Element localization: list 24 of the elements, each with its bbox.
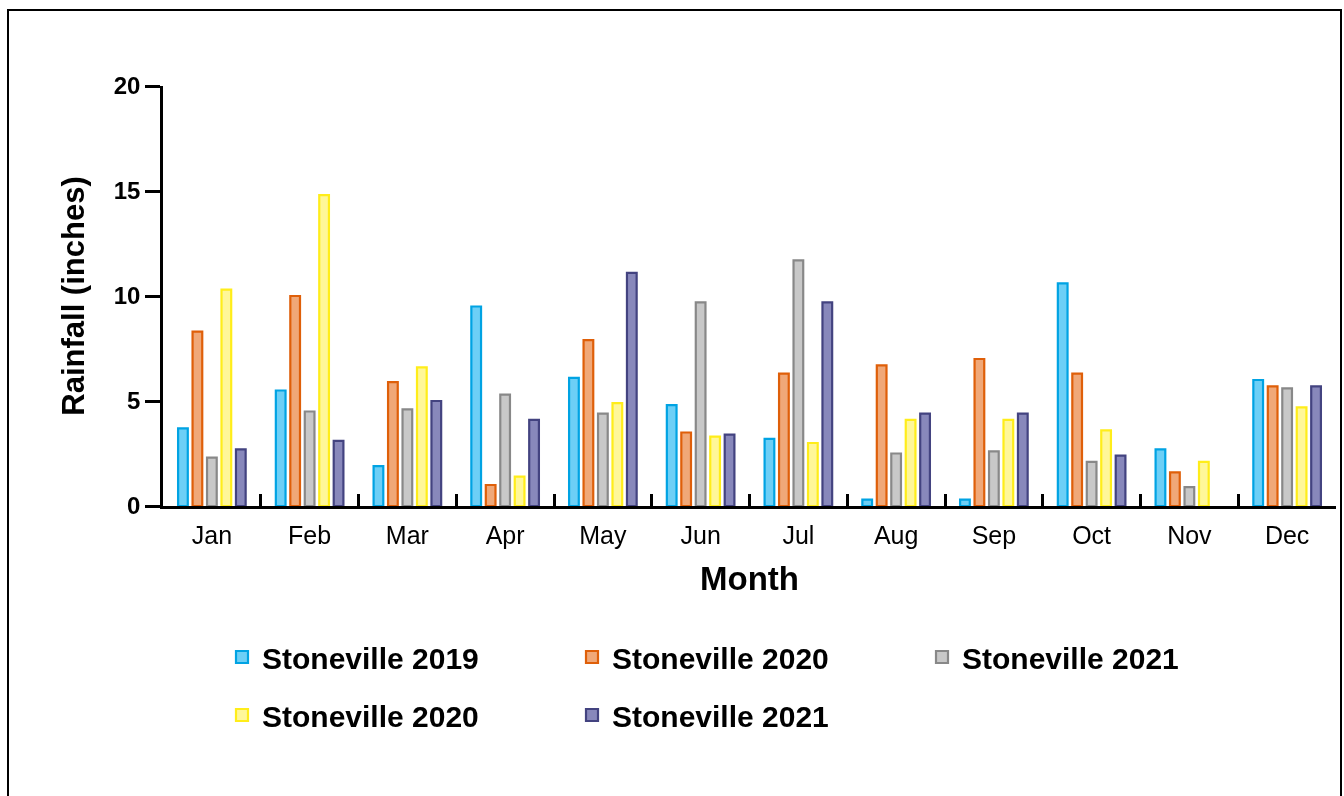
legend-label: Stoneville 2020 (262, 699, 479, 733)
legend-label: Stoneville 2021 (612, 699, 829, 733)
y-tick-label: 15 (113, 177, 141, 205)
y-axis-title: Rainfall (inches) (56, 176, 92, 416)
x-tick-label: Oct (1072, 520, 1112, 549)
x-tick-label: Aug (873, 520, 919, 549)
legend-label: Stoneville 2020 (612, 641, 829, 675)
x-tick-label: Dec (1264, 520, 1310, 549)
x-tick-label: Nov (1167, 520, 1213, 549)
y-tick-label: 20 (113, 72, 141, 100)
x-tick-label: Mar (385, 520, 429, 549)
y-tick-label: 5 (127, 387, 141, 415)
y-tick-label: 0 (127, 492, 141, 520)
x-tick-label: Jun (680, 520, 721, 549)
x-tick-label: Jul (782, 520, 815, 549)
legend-label: Stoneville 2019 (262, 641, 479, 675)
x-tick-label: May (579, 520, 627, 549)
legend-label: Stoneville 2021 (962, 641, 1179, 675)
x-tick-label: Jan (191, 520, 233, 549)
y-tick-label: 10 (113, 282, 141, 310)
x-axis-title: Month (700, 560, 799, 598)
x-tick-label: Apr (485, 520, 525, 549)
x-tick-label: Feb (288, 520, 332, 549)
x-tick-label: Sep (971, 520, 1017, 549)
